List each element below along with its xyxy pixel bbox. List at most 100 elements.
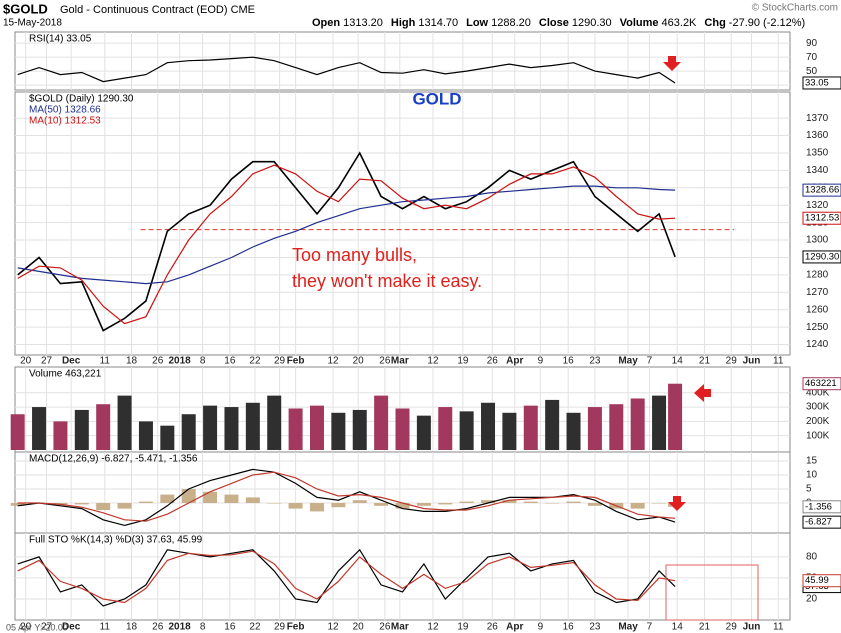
y-tick-label: 1270 <box>806 287 829 298</box>
volume-bar <box>288 408 303 450</box>
volume-bar <box>309 405 324 450</box>
quote-label: Open <box>312 17 340 29</box>
y-tick-label: 1350 <box>806 148 829 159</box>
volume-bar <box>96 404 111 450</box>
x-tick-label: 2018 <box>168 622 191 633</box>
y-tick-label: 200K <box>806 416 830 427</box>
x-tick-label: 19 <box>457 356 469 367</box>
x-tick-label: 22 <box>249 356 261 367</box>
x-tick-label: Apr <box>506 356 523 367</box>
histogram-bar <box>331 503 346 508</box>
volume-bar <box>566 412 581 450</box>
x-tick-label: 11 <box>100 356 111 367</box>
series-line <box>17 548 676 607</box>
histogram-bar <box>288 503 303 509</box>
x-tick-label: 16 <box>224 356 236 367</box>
volume-bar <box>160 425 175 450</box>
x-tick-label: 29 <box>726 356 738 367</box>
y-tick-label: 80 <box>806 551 818 562</box>
x-tick-label: May <box>618 622 638 633</box>
volume-bar <box>53 421 68 450</box>
histogram-bar <box>53 503 68 505</box>
histogram-bar <box>224 494 239 504</box>
histogram-bar <box>117 503 132 509</box>
series-line <box>17 164 676 325</box>
end-label: 1290.30 <box>805 251 839 262</box>
x-tick-label: 11 <box>100 622 111 633</box>
x-tick-label: Dec <box>62 356 81 367</box>
y-tick-label: 90 <box>806 38 818 49</box>
arrow-marker <box>663 56 681 71</box>
x-tick-label: 23 <box>589 356 601 367</box>
description: Gold - Continuous Contract (EOD) CME <box>60 4 255 16</box>
y-tick-label: 1360 <box>806 130 829 141</box>
x-tick-label: 26 <box>379 356 391 367</box>
volume-bar <box>245 402 260 450</box>
histogram-bar <box>395 503 410 509</box>
histogram-bar <box>374 503 389 506</box>
quote-value: 1290.30 <box>572 17 612 29</box>
legend-label: MA(50) 1328.66 <box>29 105 101 116</box>
volume-bar <box>74 409 89 450</box>
x-tick-label: 2018 <box>168 356 191 367</box>
end-label-box <box>802 250 841 264</box>
x-tick-label: 12 <box>427 622 439 633</box>
x-tick-label: 12 <box>427 356 439 367</box>
legend-label: MA(10) 1312.53 <box>29 116 101 127</box>
series-line <box>17 471 676 522</box>
quote-value: 1313.20 <box>343 17 383 29</box>
x-tick-label: 20 <box>20 622 32 633</box>
histogram-bar <box>138 501 153 504</box>
y-tick-label: 15 <box>806 456 818 467</box>
x-tick-label: 26 <box>152 622 164 633</box>
volume-bar <box>267 395 282 450</box>
legend-label: Volume 463,221 <box>29 369 102 380</box>
x-tick-label: Jun <box>743 622 761 633</box>
histogram-bar <box>245 497 260 504</box>
x-tick-label: 20 <box>353 622 365 633</box>
x-tick-label: Mar <box>391 622 409 633</box>
y-tick-label: 10 <box>806 470 818 481</box>
volume-bar <box>481 402 496 450</box>
x-tick-label: 27 <box>41 622 53 633</box>
y-tick-label: 300K <box>806 402 830 413</box>
histogram-bar <box>74 503 89 505</box>
histogram-bar <box>96 503 111 511</box>
histogram-bar <box>459 501 474 504</box>
x-tick-label: 18 <box>126 356 138 367</box>
quote-label: High <box>391 17 416 29</box>
volume-bar <box>32 407 47 450</box>
x-tick-label: 8 <box>200 622 206 633</box>
end-label: 33.05 <box>805 77 829 88</box>
x-tick-label: 29 <box>274 356 286 367</box>
x-tick-label: 16 <box>224 622 236 633</box>
y-tick-label: 5 <box>806 484 812 495</box>
y-tick-label: 20 <box>806 594 818 605</box>
x-tick-label: 18 <box>126 622 138 633</box>
x-tick-label: 11 <box>773 622 784 633</box>
x-tick-label: 7 <box>647 356 653 367</box>
y-tick-label: 1280 <box>806 270 829 281</box>
y-tick-label: 400K <box>806 387 830 398</box>
volume-bar <box>523 405 538 450</box>
end-label: -6.827 <box>805 517 832 528</box>
x-tick-label: 20 <box>20 356 32 367</box>
histogram-bar <box>566 501 581 504</box>
histogram-bar <box>523 501 538 504</box>
x-tick-label: 11 <box>773 356 784 367</box>
end-label: 1312.53 <box>805 213 839 224</box>
volume-bar <box>224 407 239 450</box>
x-tick-label: 23 <box>589 622 601 633</box>
histogram-bar <box>267 503 282 504</box>
x-tick-label: 26 <box>487 356 499 367</box>
volume-bar <box>438 407 453 450</box>
annotation: Too many bulls, <box>292 245 417 265</box>
x-tick-label: 22 <box>249 622 261 633</box>
quote-label: Low <box>466 17 488 29</box>
x-tick-label: 20 <box>353 356 365 367</box>
quote-label: Volume <box>620 17 659 29</box>
panel-frame <box>14 31 791 91</box>
end-label-box <box>802 183 841 197</box>
x-tick-label: May <box>618 356 638 367</box>
end-label: 1328.66 <box>805 185 839 196</box>
